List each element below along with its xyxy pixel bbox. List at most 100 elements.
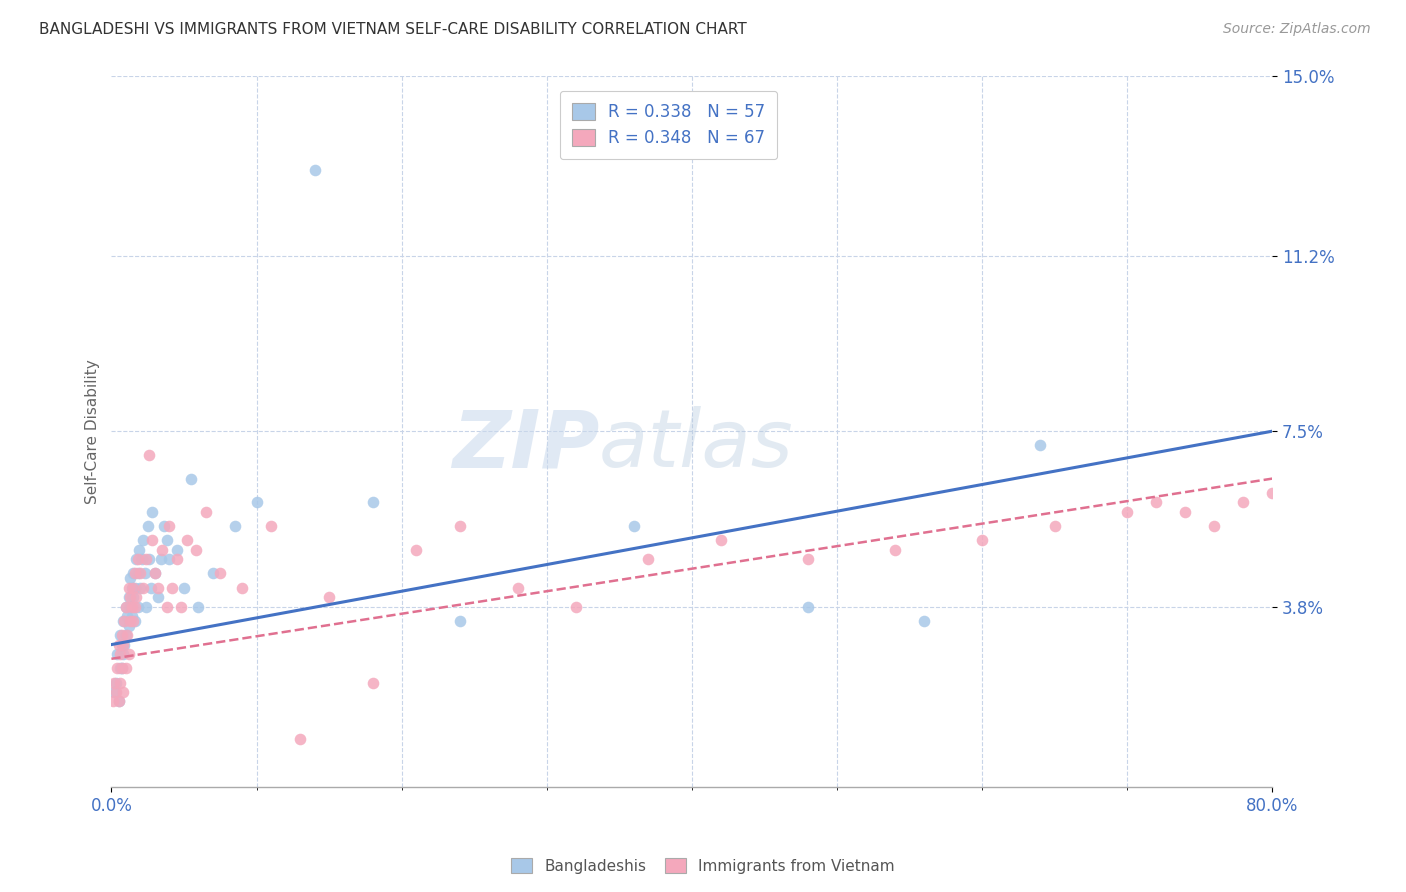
Point xyxy=(115,599,138,614)
Point xyxy=(304,163,326,178)
Point xyxy=(124,566,146,581)
Point xyxy=(108,675,131,690)
Point xyxy=(108,647,131,661)
Point xyxy=(565,599,588,614)
Point xyxy=(288,732,311,747)
Point xyxy=(361,495,384,509)
Point xyxy=(125,590,148,604)
Point xyxy=(166,552,188,566)
Point xyxy=(114,614,136,628)
Point xyxy=(231,581,253,595)
Point xyxy=(117,609,139,624)
Point xyxy=(143,566,166,581)
Point xyxy=(120,590,142,604)
Point xyxy=(141,505,163,519)
Point xyxy=(1043,519,1066,533)
Point xyxy=(111,638,134,652)
Point xyxy=(124,614,146,628)
Point xyxy=(127,566,149,581)
Point xyxy=(449,519,471,533)
Point xyxy=(124,581,146,595)
Text: atlas: atlas xyxy=(599,407,794,484)
Point xyxy=(124,599,146,614)
Point xyxy=(797,599,820,614)
Point xyxy=(121,599,143,614)
Point xyxy=(110,628,132,642)
Point xyxy=(121,609,143,624)
Point xyxy=(132,581,155,595)
Point xyxy=(405,542,427,557)
Point xyxy=(449,614,471,628)
Point xyxy=(159,519,181,533)
Point xyxy=(506,581,529,595)
Point xyxy=(138,552,160,566)
Point xyxy=(120,571,142,585)
Point xyxy=(159,552,181,566)
Point xyxy=(146,581,169,595)
Point xyxy=(111,647,134,661)
Point xyxy=(1232,495,1254,509)
Point xyxy=(115,599,138,614)
Point xyxy=(120,599,142,614)
Point xyxy=(134,566,156,581)
Point xyxy=(1291,495,1313,509)
Text: BANGLADESHI VS IMMIGRANTS FROM VIETNAM SELF-CARE DISABILITY CORRELATION CHART: BANGLADESHI VS IMMIGRANTS FROM VIETNAM S… xyxy=(39,22,747,37)
Point xyxy=(108,661,131,675)
Point xyxy=(170,599,193,614)
Point xyxy=(125,552,148,566)
Point xyxy=(122,590,145,604)
Point xyxy=(131,552,153,566)
Point xyxy=(120,614,142,628)
Point xyxy=(129,566,152,581)
Point xyxy=(104,675,127,690)
Point xyxy=(1116,505,1139,519)
Point xyxy=(149,552,172,566)
Point xyxy=(797,552,820,566)
Point xyxy=(194,505,217,519)
Point xyxy=(1204,519,1226,533)
Text: ZIP: ZIP xyxy=(451,407,599,484)
Point xyxy=(361,675,384,690)
Point xyxy=(141,533,163,548)
Point xyxy=(318,590,340,604)
Point xyxy=(110,661,132,675)
Point xyxy=(105,647,128,661)
Point xyxy=(111,685,134,699)
Point xyxy=(115,628,138,642)
Point xyxy=(162,581,184,595)
Point xyxy=(108,628,131,642)
Point xyxy=(184,542,207,557)
Point xyxy=(110,661,132,675)
Point xyxy=(155,533,177,548)
Point xyxy=(245,495,267,509)
Point xyxy=(970,533,993,548)
Point xyxy=(173,581,195,595)
Point xyxy=(127,599,149,614)
Point xyxy=(114,638,136,652)
Point xyxy=(107,694,129,708)
Point xyxy=(1144,495,1167,509)
Legend: R = 0.338   N = 57, R = 0.348   N = 67: R = 0.338 N = 57, R = 0.348 N = 67 xyxy=(560,91,778,159)
Point xyxy=(107,638,129,652)
Point xyxy=(710,533,733,548)
Point xyxy=(118,581,141,595)
Point xyxy=(115,661,138,675)
Point xyxy=(111,614,134,628)
Point xyxy=(155,599,177,614)
Point xyxy=(118,618,141,632)
Point xyxy=(103,675,125,690)
Point xyxy=(146,590,169,604)
Point xyxy=(166,542,188,557)
Point xyxy=(105,661,128,675)
Point xyxy=(122,581,145,595)
Point xyxy=(117,628,139,642)
Point xyxy=(912,614,935,628)
Point xyxy=(180,472,202,486)
Point xyxy=(107,694,129,708)
Point xyxy=(110,638,132,652)
Y-axis label: Self-Care Disability: Self-Care Disability xyxy=(86,359,100,504)
Point xyxy=(884,542,907,557)
Point xyxy=(139,581,162,595)
Point xyxy=(187,599,209,614)
Point xyxy=(121,581,143,595)
